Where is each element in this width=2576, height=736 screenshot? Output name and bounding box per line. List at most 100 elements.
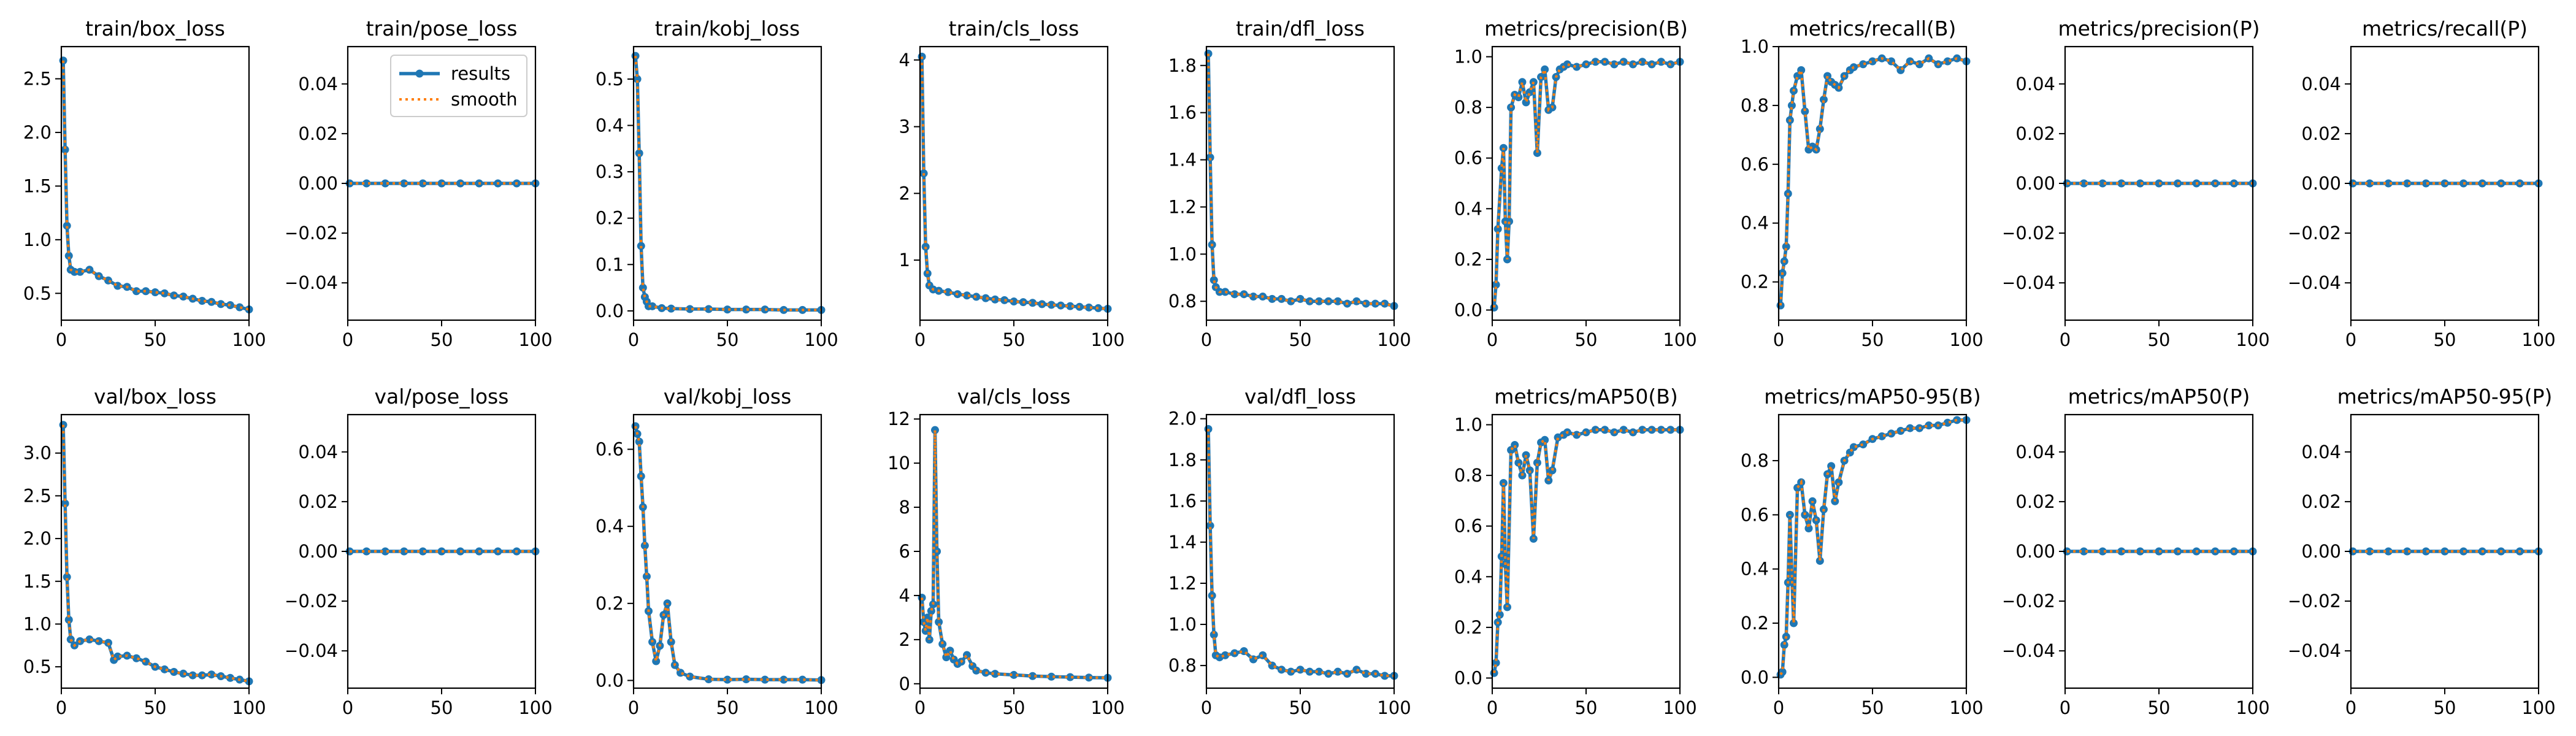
x-tick-label: 50 bbox=[1861, 329, 1884, 350]
results-point bbox=[1868, 57, 1877, 66]
y-tick-label: −0.04 bbox=[2290, 272, 2341, 293]
results-point bbox=[217, 300, 225, 309]
results-point bbox=[362, 547, 371, 556]
results-point bbox=[1610, 60, 1619, 69]
smooth-series-line bbox=[62, 424, 250, 683]
y-tick-label: 1.4 bbox=[1168, 150, 1197, 171]
y-tick-label: 2.5 bbox=[23, 485, 52, 506]
subplot-metrics-map50-b-: metrics/mAP50(B) 0 50 100 0.0 0.2 0.4 0.6 0.8 1.0 bbox=[1454, 385, 1697, 718]
results-point bbox=[2366, 547, 2374, 556]
results-point bbox=[723, 305, 732, 314]
results-point bbox=[1657, 426, 1665, 434]
y-tick-label: −0.02 bbox=[2004, 223, 2055, 243]
x-tick-label: 50 bbox=[1575, 697, 1598, 718]
results-point bbox=[1505, 217, 1514, 226]
results-point bbox=[991, 295, 999, 304]
legend: results smooth bbox=[390, 55, 527, 117]
x-tick-label: 50 bbox=[1575, 329, 1598, 350]
results-point bbox=[1906, 424, 1914, 432]
results-point bbox=[1492, 659, 1500, 667]
results-point bbox=[400, 179, 408, 188]
results-point bbox=[188, 671, 197, 680]
results-point bbox=[418, 179, 427, 188]
y-tick-label: 0.6 bbox=[1454, 516, 1482, 537]
results-point bbox=[1896, 427, 1905, 435]
subplot-train-box-loss: train/box_loss 0 50 100 0.5 1.0 1.5 2.0 2.5 bbox=[23, 17, 266, 350]
y-tick-label: 1.5 bbox=[23, 571, 52, 592]
x-tick-label: 100 bbox=[1663, 329, 1696, 350]
results-point bbox=[1533, 458, 1541, 467]
results-point bbox=[930, 426, 939, 434]
subplot-title: metrics/mAP50(P) bbox=[2068, 385, 2250, 408]
legend-smooth-label: smooth bbox=[451, 89, 518, 110]
results-point bbox=[1666, 426, 1675, 434]
y-tick-label: 0.00 bbox=[2015, 173, 2055, 194]
y-tick-label: 0.2 bbox=[1454, 249, 1482, 270]
results-point bbox=[63, 573, 71, 581]
y-tick-label: 0.4 bbox=[1454, 566, 1482, 587]
results-point bbox=[1638, 426, 1647, 434]
y-tick-label: 0.2 bbox=[1454, 617, 1482, 638]
y-tick-label: −0.04 bbox=[2004, 640, 2055, 661]
results-point bbox=[640, 542, 649, 550]
results-point bbox=[1789, 619, 1798, 627]
results-point bbox=[1296, 294, 1305, 303]
results-point bbox=[923, 613, 932, 622]
results-series-line bbox=[1492, 428, 1680, 673]
plot-frame bbox=[1205, 45, 1395, 321]
y-tick-label: 1 bbox=[899, 250, 910, 270]
results-point bbox=[652, 657, 661, 665]
results-series-line bbox=[634, 55, 821, 312]
results-point bbox=[2155, 547, 2163, 556]
results-point bbox=[179, 669, 188, 678]
results-point bbox=[1943, 57, 1952, 66]
results-series-line bbox=[1206, 53, 1395, 308]
x-tick-label: 0 bbox=[56, 697, 67, 718]
y-tick-label: 1.0 bbox=[23, 229, 52, 250]
x-tick-label: 100 bbox=[232, 329, 266, 350]
results-point bbox=[2440, 179, 2449, 188]
x-tick-label: 0 bbox=[1201, 329, 1212, 350]
x-tick-label: 50 bbox=[431, 329, 453, 350]
results-point bbox=[1029, 299, 1037, 307]
y-tick-label: 0.5 bbox=[596, 69, 624, 90]
smooth-series-line bbox=[1779, 56, 1967, 306]
x-tick-label: 50 bbox=[1003, 329, 1025, 350]
results-point bbox=[85, 635, 94, 644]
results-point bbox=[160, 665, 169, 673]
x-tick-label: 100 bbox=[1091, 329, 1124, 350]
results-point bbox=[1573, 63, 1581, 71]
x-tick-label: 0 bbox=[628, 697, 639, 718]
x-tick-label: 50 bbox=[716, 697, 739, 718]
x-tick-label: 0 bbox=[914, 329, 926, 350]
subplot-title: val/kobj_loss bbox=[664, 385, 792, 408]
results-point bbox=[1563, 60, 1571, 69]
results-point bbox=[1315, 667, 1324, 676]
smooth-series-line bbox=[1207, 429, 1394, 677]
results-point bbox=[1638, 58, 1647, 66]
y-tick-label: 0.2 bbox=[596, 208, 624, 229]
y-tick-label: 0.8 bbox=[1168, 291, 1197, 312]
results-series-line bbox=[1779, 418, 1966, 676]
y-tick-label: 0.6 bbox=[1454, 148, 1482, 169]
results-point bbox=[1518, 78, 1527, 86]
y-tick-label: 1.2 bbox=[1168, 573, 1197, 594]
smooth-series-line bbox=[921, 56, 1108, 310]
y-tick-label: −0.02 bbox=[2004, 591, 2055, 611]
y-tick-label: 0.8 bbox=[1168, 655, 1197, 676]
smooth-series-line bbox=[1207, 53, 1395, 307]
results-point bbox=[1204, 424, 1213, 433]
results-point bbox=[2080, 547, 2088, 556]
results-point bbox=[1352, 297, 1361, 305]
y-tick-label: 12 bbox=[887, 408, 910, 429]
y-tick-label: 1.0 bbox=[1454, 415, 1482, 435]
subplot-metrics-map50-p-: metrics/mAP50(P) 0 50 100 −0.04 −0.02 0.00 0.02… bbox=[2004, 385, 2270, 718]
results-point bbox=[2421, 179, 2430, 188]
results-point bbox=[437, 547, 446, 556]
results-point bbox=[1333, 667, 1342, 676]
results-point bbox=[2080, 179, 2088, 188]
results-series-line bbox=[920, 56, 1108, 311]
subplot-val-cls-loss: val/cls_loss 0 50 100 0 2 4 6 8 10 12 bbox=[887, 385, 1125, 718]
results-point bbox=[151, 288, 159, 297]
smooth-series-line bbox=[1779, 418, 1966, 676]
